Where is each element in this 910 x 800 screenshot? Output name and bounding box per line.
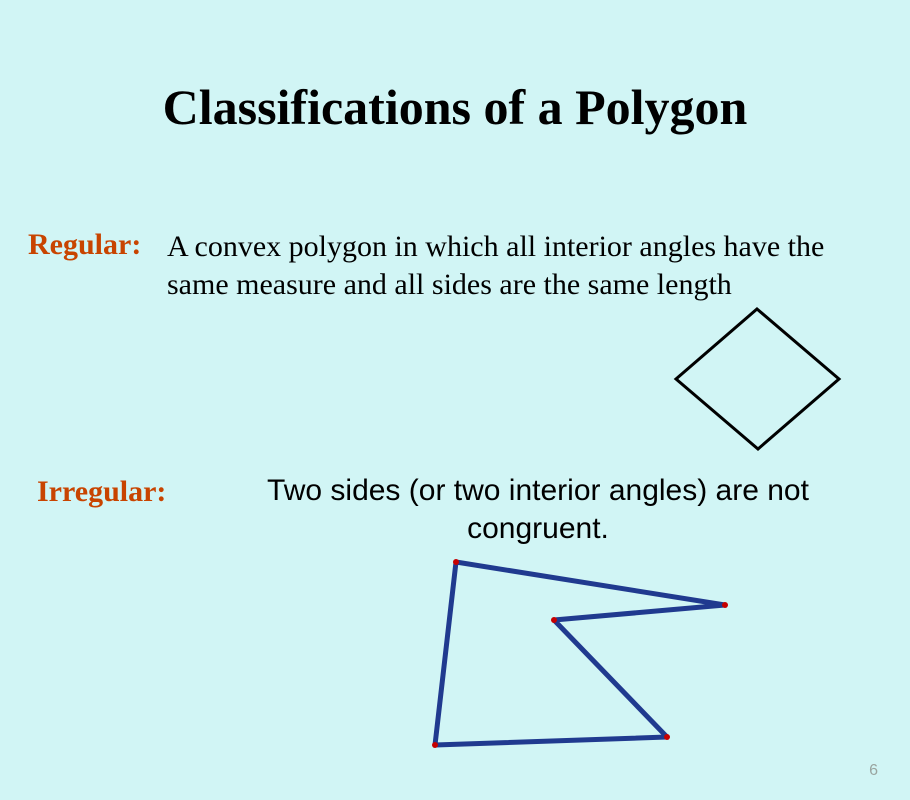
shapes-svg bbox=[0, 0, 910, 800]
page-number: 6 bbox=[869, 762, 878, 780]
vertex-dot bbox=[551, 617, 557, 623]
regular-polygon-diamond bbox=[676, 309, 839, 449]
vertex-dot bbox=[722, 602, 728, 608]
vertex-dot bbox=[453, 559, 459, 565]
irregular-polygon bbox=[435, 562, 725, 745]
vertex-dot bbox=[432, 742, 438, 748]
vertex-dot bbox=[664, 734, 670, 740]
